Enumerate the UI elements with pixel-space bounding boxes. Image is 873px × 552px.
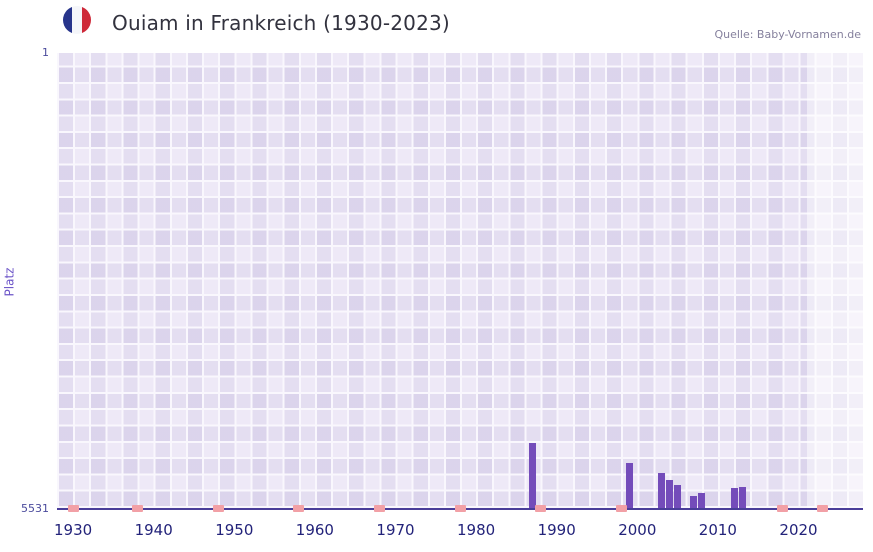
rank-bar-1999 (625, 462, 633, 508)
page-title: Ouiam in Frankreich (1930-2023) (112, 11, 450, 35)
rank-bar-1987 (529, 442, 536, 508)
x-tick-label-2020: 2020 (779, 521, 818, 539)
y-axis-label: Platz (2, 267, 16, 296)
plot-area (57, 53, 863, 512)
x-tick-label-1950: 1950 (215, 521, 254, 539)
x-axis-ticks: 1930 1940 1950 1960 1970 1980 1990 2000 2010 2020 (54, 521, 863, 545)
rank-bar-2012 (730, 487, 738, 508)
no-rank-marker-2018 (776, 505, 788, 512)
no-rank-marker-1998 (615, 505, 627, 512)
no-rank-marker-2023 (817, 505, 829, 512)
no-rank-marker-1948 (212, 505, 224, 512)
rank-bar-2007 (690, 495, 698, 508)
no-rank-marker-1938 (132, 505, 144, 512)
x-tick-label-2010: 2010 (698, 521, 737, 539)
french-flag-icon (63, 6, 91, 34)
no-rank-marker-1988 (535, 505, 547, 512)
x-tick-label-1930: 1930 (54, 521, 93, 539)
no-rank-marker-1930 (67, 505, 79, 512)
recent-years-band (806, 53, 863, 508)
rank-bar-2004 (666, 480, 674, 508)
rank-bar-2005 (674, 485, 682, 508)
x-tick-label-1980: 1980 (457, 521, 496, 539)
rank-bar-2003 (658, 472, 665, 508)
x-tick-label-1960: 1960 (295, 521, 334, 539)
x-tick-label-1990: 1990 (537, 521, 576, 539)
y-tick-bottom: 5531 (21, 502, 49, 515)
source-attribution[interactable]: Quelle: Baby-Vornamen.de (714, 28, 861, 41)
x-tick-label-1940: 1940 (134, 521, 173, 539)
y-axis-label-box: Platz (0, 53, 18, 510)
rank-bar-2013 (738, 487, 746, 508)
no-rank-marker-1978 (454, 505, 466, 512)
x-tick-label-1970: 1970 (376, 521, 415, 539)
x-tick-label-2000: 2000 (618, 521, 657, 539)
rank-bar-2008 (698, 493, 706, 508)
no-rank-marker-1958 (293, 505, 305, 512)
no-rank-marker-1968 (373, 505, 385, 512)
y-tick-top: 1 (42, 46, 49, 59)
